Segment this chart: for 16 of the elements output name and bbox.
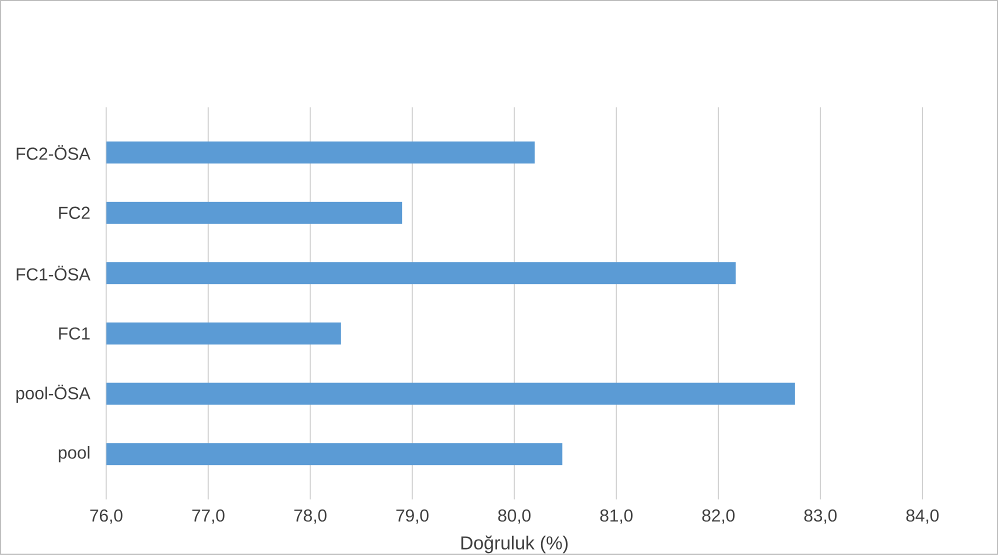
y-tick-label: FC1-ÖSA (16, 266, 90, 281)
x-tick-label: 77,0 (192, 510, 224, 524)
y-tick-label: FC1 (59, 328, 90, 340)
x-tick-label: 83,0 (804, 510, 837, 524)
y-tick-label: FC2-ÖSA (16, 145, 90, 160)
x-tick-label: 84,0 (906, 510, 939, 524)
x-tick-label: 78,0 (294, 510, 326, 524)
x-tick-label: 80,0 (498, 510, 531, 524)
x-tick-label: 81,0 (600, 510, 633, 524)
x-tick-label: 82,0 (702, 510, 735, 524)
x-tick-label: 79,0 (396, 510, 429, 524)
x-tick-label: 76,0 (90, 510, 122, 524)
y-tick-label: pool-ÖSA (16, 384, 90, 404)
y-tick-label: FC2 (59, 206, 90, 220)
y-tick-label: pool (58, 446, 90, 462)
x-axis-title: Doğruluk (%) (461, 536, 568, 554)
